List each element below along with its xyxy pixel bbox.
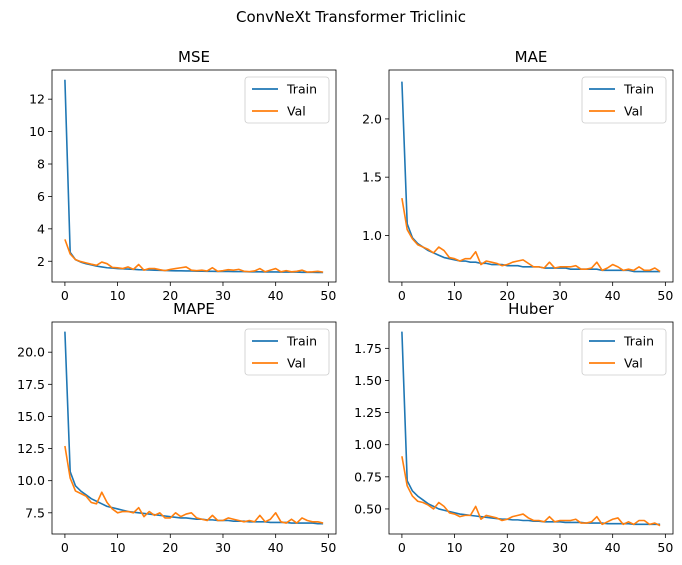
axes-frame (51, 69, 337, 283)
y-tick-label: 1.0 (362, 228, 382, 243)
y-tick-label: 2 (37, 254, 45, 269)
subplot-title: MAPE (173, 300, 215, 318)
x-tick-label: 40 (268, 288, 284, 303)
subplot-title: Huber (508, 300, 555, 318)
legend-label-val: Val (624, 356, 643, 371)
y-tick-label: 15.0 (17, 409, 45, 424)
y-tick-label: 1.25 (354, 405, 382, 420)
series-line-val (64, 239, 324, 273)
y-tick-label: 2.0 (362, 111, 382, 126)
x-tick-label: 20 (499, 540, 515, 555)
series-line-train (401, 81, 661, 273)
legend-label-train: Train (286, 82, 317, 97)
x-tick-label: 10 (447, 540, 463, 555)
legend: Train Val (244, 328, 330, 376)
x-tick-label: 50 (657, 288, 673, 303)
x-tick-label: 0 (61, 288, 69, 303)
x-tick-label: 10 (110, 288, 126, 303)
legend-label-val: Val (287, 104, 306, 119)
series-line-val (64, 445, 324, 524)
figure-title: ConvNeXt Transformer Triclinic (236, 8, 466, 26)
x-tick-label: 0 (398, 540, 406, 555)
x-tick-label: 30 (552, 288, 568, 303)
x-tick-label: 10 (447, 288, 463, 303)
y-tick-label: 12.5 (17, 441, 45, 456)
legend: Train Val (581, 76, 667, 124)
y-tick-label: 1.5 (362, 170, 382, 185)
x-tick-label: 50 (657, 540, 673, 555)
axes-frame (388, 69, 674, 283)
series-line-train (401, 331, 661, 526)
y-tick-label: 12 (29, 92, 45, 107)
y-tick-label: 17.5 (17, 377, 45, 392)
subplot-mape: MAPE 0 10 20 30 40 50 7.5 10.0 12.5 15.0 17.5 20.0 Tr… (17, 300, 337, 555)
subplot-mae: MAE 0 10 20 30 40 50 1.0 1.5 2.0 Train Val (362, 48, 674, 303)
y-tick-label: 0.50 (354, 501, 382, 516)
axes-frame (51, 321, 337, 535)
y-tick-label: 7.5 (25, 505, 45, 520)
y-tick-label: 20.0 (17, 345, 45, 360)
subplot-mse: MSE 0 10 20 30 40 50 2 4 6 8 10 12 Train Val (29, 48, 337, 303)
y-tick-label: 6 (37, 189, 45, 204)
y-tick-label: 10 (29, 124, 45, 139)
x-tick-label: 30 (215, 540, 231, 555)
x-tick-label: 0 (61, 540, 69, 555)
y-tick-label: 4 (37, 221, 45, 236)
subplot-huber: Huber 0 10 20 30 40 50 0.50 0.75 1.00 1.25 1.50 1.75… (354, 300, 674, 555)
y-tick-label: 1.00 (354, 437, 382, 452)
y-tick-label: 1.50 (354, 373, 382, 388)
y-tick-label: 0.75 (354, 469, 382, 484)
legend-label-train: Train (623, 334, 654, 349)
y-tick-label: 1.75 (354, 341, 382, 356)
legend: Train Val (244, 76, 330, 124)
x-tick-label: 50 (320, 540, 336, 555)
legend-label-val: Val (287, 356, 306, 371)
x-tick-label: 20 (499, 288, 515, 303)
legend-label-train: Train (623, 82, 654, 97)
x-tick-label: 40 (605, 288, 621, 303)
x-tick-label: 10 (110, 540, 126, 555)
x-tick-label: 40 (605, 540, 621, 555)
x-tick-label: 30 (215, 288, 231, 303)
series-line-val (401, 197, 661, 273)
legend-label-val: Val (624, 104, 643, 119)
subplot-title: MAE (515, 48, 548, 66)
subplot-title: MSE (178, 48, 210, 66)
x-tick-label: 20 (162, 540, 178, 555)
x-tick-label: 20 (162, 288, 178, 303)
y-tick-label: 10.0 (17, 473, 45, 488)
y-tick-label: 8 (37, 157, 45, 172)
x-tick-label: 50 (320, 288, 336, 303)
x-tick-label: 40 (268, 540, 284, 555)
axes-frame (388, 321, 674, 535)
legend: Train Val (581, 328, 667, 376)
series-line-train (64, 331, 324, 525)
series-line-val (401, 456, 661, 527)
legend-label-train: Train (286, 334, 317, 349)
x-tick-label: 30 (552, 540, 568, 555)
x-tick-label: 0 (398, 288, 406, 303)
